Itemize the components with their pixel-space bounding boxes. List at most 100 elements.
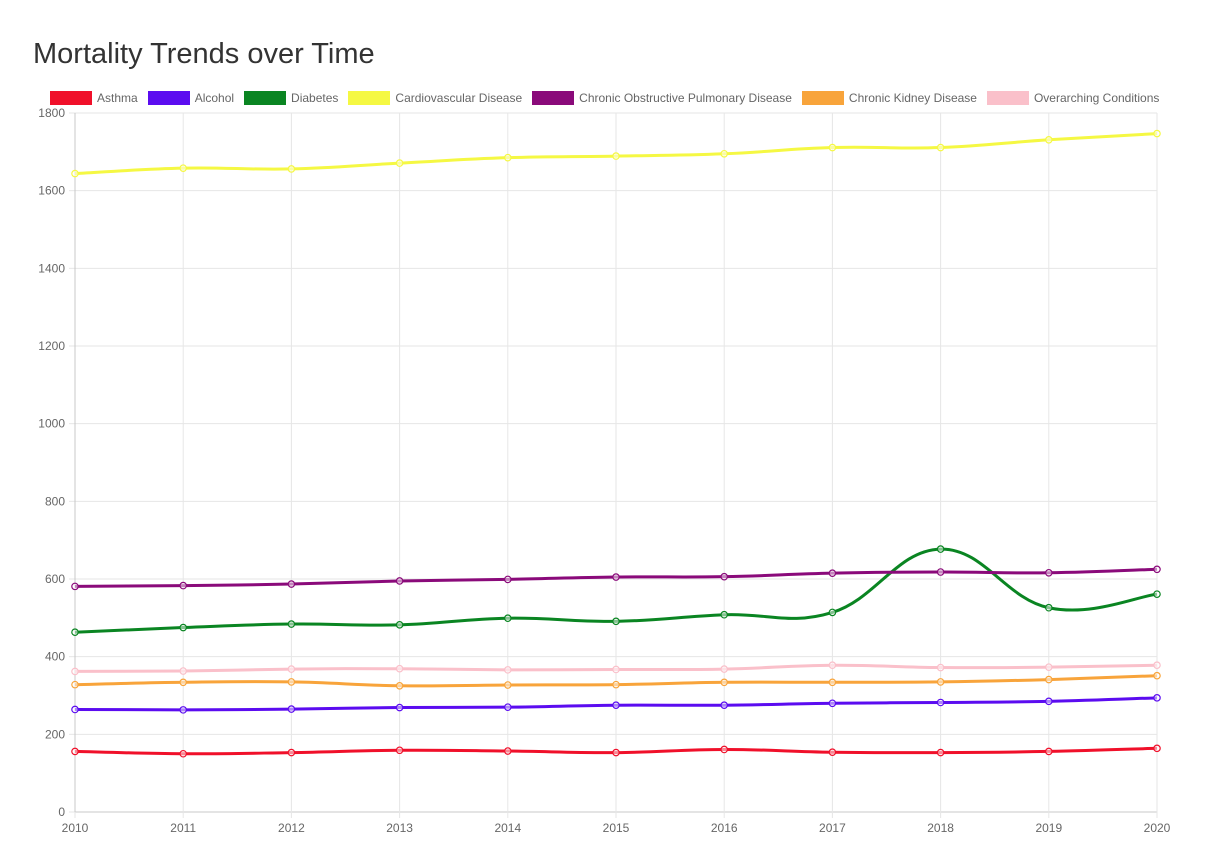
data-point-alcohol bbox=[179, 706, 188, 714]
data-point-diabetes bbox=[612, 617, 620, 626]
data-point-overarching-conditions bbox=[179, 667, 188, 675]
y-tick-label: 600 bbox=[45, 572, 65, 586]
legend-label: Diabetes bbox=[291, 91, 339, 105]
data-point-chronic-kidney-disease bbox=[612, 680, 620, 689]
data-point-chronic-obstructive-pulmonary-disease bbox=[1153, 565, 1161, 574]
x-tick-label: 2013 bbox=[386, 821, 413, 835]
x-tick-label: 2011 bbox=[170, 821, 196, 835]
data-point-alcohol bbox=[503, 703, 512, 711]
data-point-cardiovascular-disease bbox=[71, 169, 79, 178]
y-tick-label: 1400 bbox=[38, 261, 65, 275]
data-point-asthma bbox=[828, 748, 837, 756]
legend-swatch bbox=[244, 91, 287, 105]
data-point-overarching-conditions bbox=[828, 661, 837, 670]
legend-swatch bbox=[986, 91, 1029, 105]
data-point-chronic-obstructive-pulmonary-disease bbox=[503, 575, 512, 584]
data-point-diabetes bbox=[179, 623, 188, 632]
data-point-diabetes bbox=[1153, 590, 1161, 598]
data-point-chronic-obstructive-pulmonary-disease bbox=[612, 573, 620, 581]
legend-label: Alcohol bbox=[194, 91, 235, 105]
data-point-asthma bbox=[1045, 747, 1053, 756]
data-point-chronic-kidney-disease bbox=[503, 681, 512, 689]
y-tick-label: 400 bbox=[45, 650, 65, 664]
data-point-overarching-conditions bbox=[395, 664, 404, 673]
legend-item-overarching-conditions[interactable]: Overarching Conditions bbox=[986, 91, 1160, 105]
legend-label: Chronic Kidney Disease bbox=[848, 91, 977, 105]
data-point-diabetes bbox=[287, 620, 296, 628]
legend-swatch bbox=[50, 91, 92, 105]
data-point-overarching-conditions bbox=[503, 666, 512, 674]
data-point-overarching-conditions bbox=[287, 665, 296, 673]
data-point-chronic-kidney-disease bbox=[71, 680, 79, 689]
data-point-diabetes bbox=[936, 545, 945, 553]
data-point-chronic-kidney-disease bbox=[1045, 675, 1053, 684]
data-point-overarching-conditions bbox=[720, 665, 729, 673]
x-tick-label: 2020 bbox=[1144, 821, 1171, 835]
data-point-chronic-kidney-disease bbox=[828, 678, 837, 687]
data-point-alcohol bbox=[612, 701, 620, 710]
data-point-cardiovascular-disease bbox=[1045, 135, 1053, 144]
data-point-alcohol bbox=[1045, 697, 1053, 706]
data-point-chronic-obstructive-pulmonary-disease bbox=[71, 582, 79, 591]
y-tick-label: 1800 bbox=[38, 106, 65, 120]
data-point-asthma bbox=[395, 746, 404, 755]
legend-item-alcohol[interactable]: Alcohol bbox=[147, 91, 235, 105]
data-point-diabetes bbox=[395, 621, 404, 629]
data-point-overarching-conditions bbox=[1153, 661, 1161, 670]
data-point-asthma bbox=[179, 749, 188, 758]
data-point-asthma bbox=[720, 745, 729, 754]
legend-item-chronic-obstructive-pulmonary-disease[interactable]: Chronic Obstructive Pulmonary Disease bbox=[532, 91, 792, 105]
data-point-alcohol bbox=[395, 703, 404, 712]
data-point-cardiovascular-disease bbox=[936, 143, 945, 152]
data-point-alcohol bbox=[720, 701, 729, 710]
legend-label: Asthma bbox=[97, 91, 138, 105]
data-point-overarching-conditions bbox=[612, 665, 620, 674]
legend-item-diabetes[interactable]: Diabetes bbox=[244, 91, 338, 105]
x-tick-label: 2015 bbox=[603, 821, 630, 835]
y-tick-label: 200 bbox=[45, 727, 65, 741]
x-tick-label: 2012 bbox=[278, 821, 305, 835]
data-point-alcohol bbox=[828, 699, 837, 708]
data-point-chronic-obstructive-pulmonary-disease bbox=[720, 572, 729, 581]
x-tick-label: 2014 bbox=[494, 821, 521, 835]
data-point-asthma bbox=[936, 748, 945, 757]
legend-item-cardiovascular-disease[interactable]: Cardiovascular Disease bbox=[348, 91, 522, 105]
data-point-chronic-kidney-disease bbox=[936, 678, 945, 686]
data-point-chronic-obstructive-pulmonary-disease bbox=[828, 569, 837, 577]
x-tick-label: 2016 bbox=[711, 821, 738, 835]
data-point-chronic-obstructive-pulmonary-disease bbox=[936, 568, 945, 576]
data-point-alcohol bbox=[287, 705, 296, 713]
legend-swatch bbox=[532, 91, 575, 105]
data-point-diabetes bbox=[503, 614, 512, 623]
legend-item-chronic-kidney-disease[interactable]: Chronic Kidney Disease bbox=[801, 91, 977, 105]
x-tick-label: 2010 bbox=[62, 821, 89, 835]
y-tick-label: 1600 bbox=[38, 184, 65, 198]
data-point-alcohol bbox=[936, 698, 945, 707]
data-point-diabetes bbox=[71, 628, 79, 637]
legend-label: Overarching Conditions bbox=[1033, 91, 1160, 105]
data-point-cardiovascular-disease bbox=[179, 164, 188, 172]
y-tick-label: 0 bbox=[58, 805, 65, 819]
data-point-cardiovascular-disease bbox=[503, 153, 512, 162]
data-point-chronic-obstructive-pulmonary-disease bbox=[179, 581, 188, 590]
data-point-diabetes bbox=[720, 610, 729, 619]
data-point-overarching-conditions bbox=[71, 667, 79, 676]
y-tick-label: 1200 bbox=[38, 339, 65, 353]
legend-item-asthma[interactable]: Asthma bbox=[50, 91, 138, 105]
data-point-overarching-conditions bbox=[936, 663, 945, 672]
legend-swatch bbox=[348, 91, 391, 105]
data-point-asthma bbox=[1153, 744, 1161, 753]
data-point-cardiovascular-disease bbox=[287, 165, 296, 173]
data-point-chronic-kidney-disease bbox=[287, 678, 296, 686]
data-point-chronic-obstructive-pulmonary-disease bbox=[287, 580, 296, 588]
data-point-diabetes bbox=[1045, 603, 1053, 612]
y-tick-label: 1000 bbox=[38, 417, 65, 431]
data-point-alcohol bbox=[71, 705, 79, 714]
data-point-cardiovascular-disease bbox=[395, 159, 404, 167]
data-point-overarching-conditions bbox=[1045, 663, 1053, 671]
legend-swatch bbox=[147, 91, 190, 105]
data-point-chronic-kidney-disease bbox=[1153, 671, 1161, 680]
data-point-alcohol bbox=[1153, 694, 1161, 702]
y-tick-label: 800 bbox=[45, 494, 65, 508]
